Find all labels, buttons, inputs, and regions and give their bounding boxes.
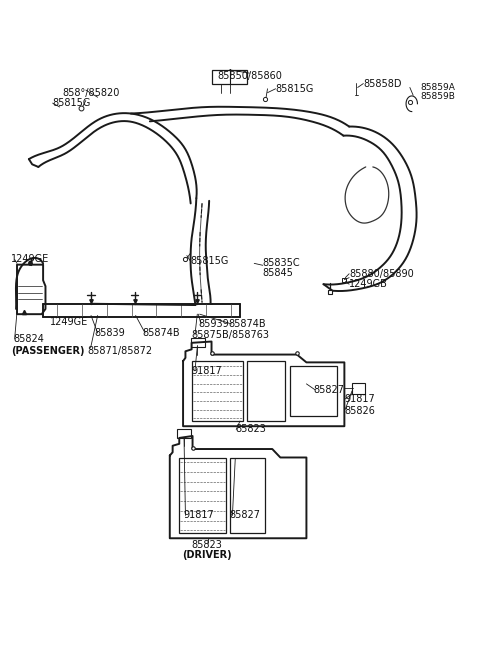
Bar xyxy=(212,70,247,84)
Text: 85823: 85823 xyxy=(192,540,222,550)
Text: 85875B/858763: 85875B/858763 xyxy=(192,330,270,340)
Text: 85824: 85824 xyxy=(13,334,44,344)
Text: 85871/85872: 85871/85872 xyxy=(87,346,152,355)
Text: 85939: 85939 xyxy=(198,319,229,329)
Text: 85880/85890: 85880/85890 xyxy=(349,269,414,279)
Text: 85815G: 85815G xyxy=(53,98,91,108)
Text: 85850/85860: 85850/85860 xyxy=(217,71,282,81)
Bar xyxy=(352,383,365,394)
Bar xyxy=(179,458,226,533)
Text: 1249GE: 1249GE xyxy=(50,317,88,327)
Text: 85815G: 85815G xyxy=(190,256,228,265)
Bar xyxy=(247,361,285,421)
Text: 91817: 91817 xyxy=(192,366,222,376)
Text: 858°/85820: 858°/85820 xyxy=(62,87,120,98)
Text: 85826: 85826 xyxy=(344,405,375,416)
Text: 85815G: 85815G xyxy=(276,84,314,94)
Text: 91817: 91817 xyxy=(183,510,214,520)
Text: 1249GE: 1249GE xyxy=(12,254,49,265)
Bar xyxy=(191,338,205,347)
Text: 85835C: 85835C xyxy=(263,258,300,268)
Text: 85874B: 85874B xyxy=(143,328,180,338)
Text: 85858D: 85858D xyxy=(363,79,402,89)
Text: 85874B: 85874B xyxy=(228,319,266,329)
Text: 85859B: 85859B xyxy=(420,92,455,101)
Text: 85859A: 85859A xyxy=(420,83,455,92)
Text: 85827: 85827 xyxy=(229,510,261,520)
Text: 85839: 85839 xyxy=(95,328,125,338)
Bar xyxy=(178,430,191,438)
Bar xyxy=(290,366,337,417)
Text: 85845: 85845 xyxy=(263,268,294,278)
Text: (DRIVER): (DRIVER) xyxy=(182,550,232,560)
Text: (PASSENGER): (PASSENGER) xyxy=(12,346,85,355)
Text: 91817: 91817 xyxy=(344,394,375,404)
Bar xyxy=(229,458,264,533)
Text: 1249GB: 1249GB xyxy=(349,279,388,289)
Text: 85823: 85823 xyxy=(235,424,266,434)
Text: 85827: 85827 xyxy=(313,385,345,395)
Bar xyxy=(192,361,243,421)
